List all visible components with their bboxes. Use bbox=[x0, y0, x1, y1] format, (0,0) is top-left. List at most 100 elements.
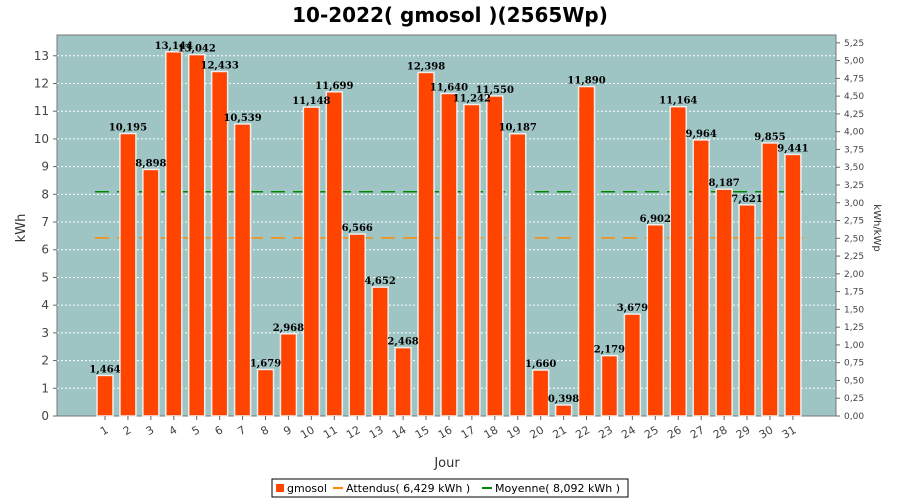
x-tick-label: 14 bbox=[390, 423, 409, 441]
y2-tick-label: 3,25 bbox=[844, 181, 864, 191]
bar-value-label: 10,187 bbox=[499, 123, 537, 134]
y-tick-label: 4 bbox=[41, 298, 49, 312]
bar-value-label: 7,621 bbox=[731, 194, 762, 205]
y-tick-label: 10 bbox=[34, 132, 49, 146]
bar bbox=[256, 368, 275, 417]
bar-value-label: 0,398 bbox=[548, 394, 579, 405]
x-tick-label: 15 bbox=[413, 423, 432, 441]
x-tick-label: 10 bbox=[298, 423, 317, 441]
bar bbox=[715, 188, 733, 417]
y2-tick-label: 2,00 bbox=[844, 270, 864, 280]
y2-tick-label: 2,25 bbox=[844, 252, 864, 262]
bar-value-label: 11,242 bbox=[453, 93, 491, 104]
bar bbox=[187, 53, 206, 417]
bar bbox=[669, 105, 687, 417]
bar bbox=[486, 95, 504, 417]
x-tick-label: 28 bbox=[711, 423, 730, 441]
bar-value-label: 2,179 bbox=[594, 345, 625, 356]
x-tick-label: 23 bbox=[596, 423, 615, 441]
y-tick-label: 1 bbox=[41, 381, 49, 395]
bar bbox=[600, 354, 619, 417]
bar bbox=[417, 71, 435, 417]
bar-value-label: 12,433 bbox=[201, 60, 239, 71]
y2-tick-label: 4,75 bbox=[844, 74, 864, 84]
bar-value-label: 1,679 bbox=[250, 358, 281, 369]
y2-tick-label: 4,50 bbox=[844, 92, 864, 102]
y2-tick-label: 0,00 bbox=[844, 412, 864, 422]
x-axis-label: Jour bbox=[433, 456, 460, 471]
bar bbox=[692, 139, 710, 417]
bar bbox=[371, 286, 389, 417]
x-tick-label: 18 bbox=[482, 423, 501, 441]
bar-value-label: 11,164 bbox=[659, 96, 697, 107]
legend-label-attendus: Attendus( 6,429 kWh ) bbox=[346, 482, 470, 495]
bar bbox=[784, 153, 802, 417]
bar-value-label: 11,148 bbox=[292, 96, 330, 107]
chart-title: 10-2022( gmosol )(2565Wp) bbox=[292, 3, 608, 27]
bar-value-label: 11,640 bbox=[430, 82, 468, 93]
bar-value-label: 12,398 bbox=[407, 61, 445, 72]
bar bbox=[302, 106, 321, 417]
x-tick-label: 12 bbox=[344, 423, 363, 441]
y2-tick-label: 1,75 bbox=[844, 288, 864, 298]
bar-value-label: 13,144 bbox=[155, 41, 193, 52]
bar-value-label: 9,964 bbox=[686, 129, 717, 140]
y-tick-label: 3 bbox=[41, 326, 49, 340]
bar-value-label: 6,902 bbox=[640, 214, 671, 225]
bar bbox=[142, 168, 160, 417]
bar bbox=[531, 369, 550, 417]
y-tick-label: 2 bbox=[41, 354, 49, 368]
x-tick-label: 25 bbox=[642, 423, 661, 441]
bar bbox=[440, 92, 458, 417]
y-axis-label: kWh bbox=[14, 214, 29, 243]
bar bbox=[233, 123, 252, 417]
bar-value-label: 2,468 bbox=[387, 337, 418, 348]
x-tick-label: 11 bbox=[321, 423, 340, 441]
x-tick-label: 7 bbox=[236, 423, 249, 438]
x-tick-label: 2 bbox=[121, 423, 134, 438]
bar-value-label: 4,652 bbox=[364, 276, 395, 287]
legend-box bbox=[271, 478, 629, 498]
bar bbox=[646, 224, 665, 417]
y2-axis-ticks: 0,00 0,25 0,50 0,75 1,00 1,25 1,50 1,75 2,00 2,25… bbox=[836, 39, 864, 422]
bar bbox=[463, 103, 481, 417]
x-tick-label: 1 bbox=[98, 423, 111, 438]
y2-tick-label: 0,25 bbox=[844, 394, 864, 404]
x-axis-ticks: 1 2 3 4 5 6 7 8 9 10 11 12 13 14 15 16 17 18 19 20 21 22 23 24 2… bbox=[98, 416, 798, 442]
y2-tick-label: 5,00 bbox=[844, 57, 864, 67]
x-tick-label: 8 bbox=[258, 423, 271, 438]
bar-value-label: 9,441 bbox=[777, 143, 808, 154]
bar bbox=[279, 333, 298, 417]
legend: gmosol Attendus( 6,429 kWh ) Moyenne( 8,… bbox=[271, 478, 629, 498]
x-tick-label: 13 bbox=[367, 423, 386, 441]
x-tick-label: 29 bbox=[734, 423, 753, 441]
y2-tick-label: 0,75 bbox=[844, 359, 864, 369]
bar bbox=[165, 51, 183, 417]
bar bbox=[554, 404, 573, 417]
bar bbox=[394, 346, 412, 417]
bar-value-label: 10,539 bbox=[223, 113, 261, 124]
x-tick-label: 26 bbox=[665, 423, 684, 441]
y2-tick-label: 1,00 bbox=[844, 341, 864, 351]
bar bbox=[738, 204, 756, 417]
y-tick-label: 8 bbox=[41, 187, 49, 201]
x-tick-label: 31 bbox=[780, 423, 799, 441]
bar bbox=[577, 85, 596, 417]
x-tick-label: 4 bbox=[167, 423, 180, 438]
y2-tick-label: 3,00 bbox=[844, 199, 864, 209]
x-tick-label: 3 bbox=[144, 423, 157, 438]
x-tick-label: 17 bbox=[459, 423, 478, 441]
bar bbox=[96, 374, 114, 417]
y2-tick-label: 1,25 bbox=[844, 323, 864, 333]
bar bbox=[325, 91, 344, 417]
y-tick-label: 13 bbox=[34, 49, 49, 63]
bar-value-label: 11,699 bbox=[315, 81, 353, 92]
x-tick-label: 24 bbox=[619, 423, 638, 441]
y-tick-label: 12 bbox=[34, 76, 49, 90]
y2-axis-label: kWh/kWp bbox=[871, 204, 882, 251]
x-tick-label: 30 bbox=[757, 423, 776, 441]
x-tick-label: 27 bbox=[688, 423, 707, 441]
bar-value-label: 8,898 bbox=[135, 158, 166, 169]
